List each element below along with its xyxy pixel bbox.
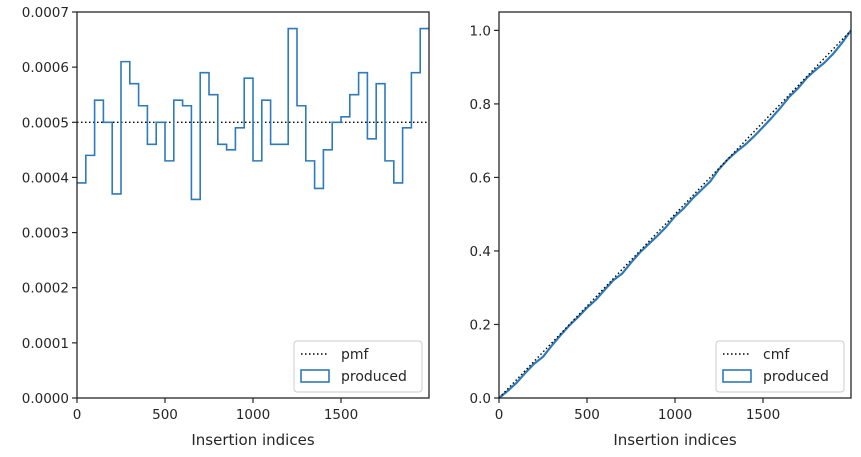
plot-frame-left xyxy=(76,11,430,399)
y-tick-label: 0.0003 xyxy=(22,226,69,242)
y-tick-label: 0.0006 xyxy=(22,60,69,76)
y-ticks-right: 0.0 0.2 0.4 0.6 0.8 1.0 xyxy=(470,23,499,407)
produced-cumulative-step xyxy=(498,29,852,399)
x-tick-label: 1000 xyxy=(236,407,270,423)
legend-pmf-label: pmf xyxy=(341,347,370,363)
legend-cmf-label: cmf xyxy=(763,347,790,363)
legend-right: cmf produced xyxy=(715,340,845,393)
legend-produced-label-left: produced xyxy=(341,369,407,385)
plot-frame-right xyxy=(498,11,852,399)
legend-left: pmf produced xyxy=(293,340,423,393)
y-tick-label: 0.0 xyxy=(470,391,491,407)
y-tick-label: 0.0001 xyxy=(22,336,69,352)
y-tick-label: 0.0007 xyxy=(22,5,69,21)
cmf-reference-line xyxy=(498,29,852,399)
x-axis-label-left: Insertion indices xyxy=(191,431,314,449)
y-ticks-left: 0.0000 0.0001 0.0002 0.0003 0.0004 0.0005 0.00… xyxy=(22,5,77,407)
x-tick-label: 1500 xyxy=(324,407,358,423)
produced-histogram-step xyxy=(77,27,429,201)
x-tick-label: 1000 xyxy=(658,407,692,423)
legend-produced-swatch-right xyxy=(722,369,752,383)
chart-pmf: 0.0000 0.0001 0.0002 0.0003 0.0004 0.0005 0.00… xyxy=(22,5,430,449)
chart-cmf: 0.0 0.2 0.4 0.6 0.8 1.0 0 500 1000 1500 Insertio… xyxy=(470,11,852,449)
legend-produced-swatch xyxy=(300,369,330,383)
y-tick-label: 0.0002 xyxy=(22,281,69,297)
y-tick-label: 0.0005 xyxy=(22,115,69,131)
x-tick-label: 500 xyxy=(574,407,600,423)
x-axis-label-right: Insertion indices xyxy=(613,431,736,449)
x-tick-label: 500 xyxy=(152,407,178,423)
y-tick-label: 0.6 xyxy=(470,170,491,186)
x-tick-label: 0 xyxy=(495,407,504,423)
x-tick-label: 1500 xyxy=(746,407,780,423)
y-tick-label: 0.8 xyxy=(470,97,491,113)
x-ticks-left: 0 500 1000 1500 xyxy=(73,398,358,423)
x-tick-label: 0 xyxy=(73,407,82,423)
y-tick-label: 0.4 xyxy=(470,244,491,260)
y-tick-label: 0.0000 xyxy=(22,391,69,407)
y-tick-label: 1.0 xyxy=(470,23,491,39)
x-ticks-right: 0 500 1000 1500 xyxy=(495,398,780,423)
y-tick-label: 0.0004 xyxy=(22,170,69,186)
y-tick-label: 0.2 xyxy=(470,317,491,333)
legend-produced-label-right: produced xyxy=(763,369,829,385)
